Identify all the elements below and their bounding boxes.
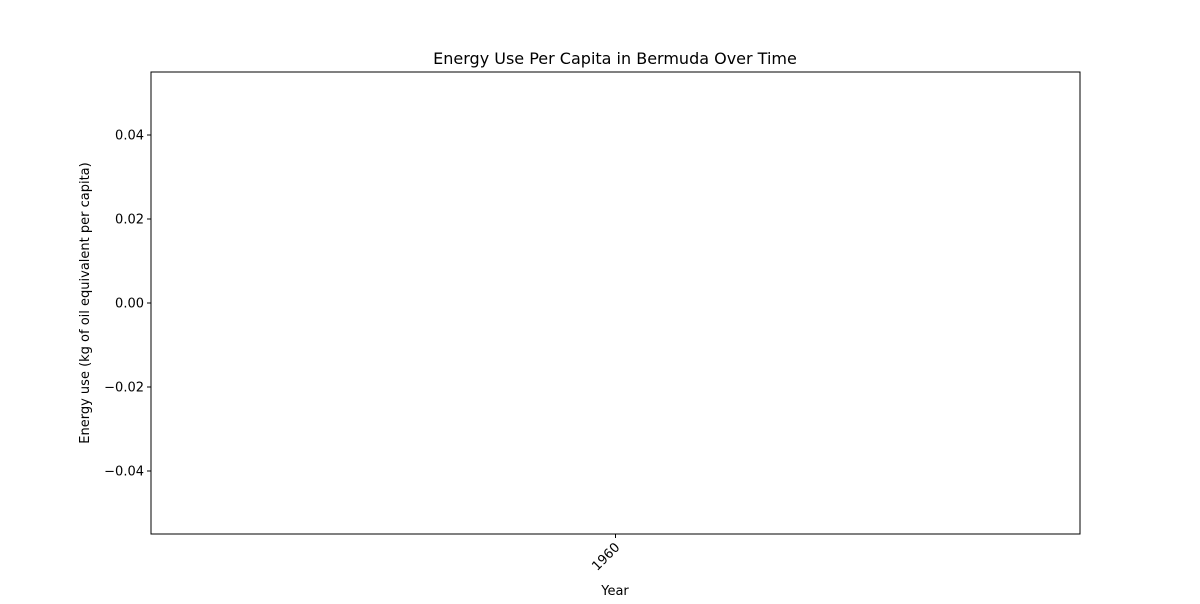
x-axis-label: Year: [600, 584, 629, 599]
y-tick-label: −0.04: [104, 465, 144, 480]
y-tick-label: 0.04: [115, 129, 144, 144]
y-tick-label: −0.02: [104, 381, 144, 396]
chart-title: Energy Use Per Capita in Bermuda Over Ti…: [433, 49, 797, 68]
y-tick-label: 0.02: [115, 213, 144, 228]
y-tick-label: 0.00: [115, 297, 144, 312]
y-axis-label: Energy use (kg of oil equivalent per cap…: [78, 162, 93, 443]
